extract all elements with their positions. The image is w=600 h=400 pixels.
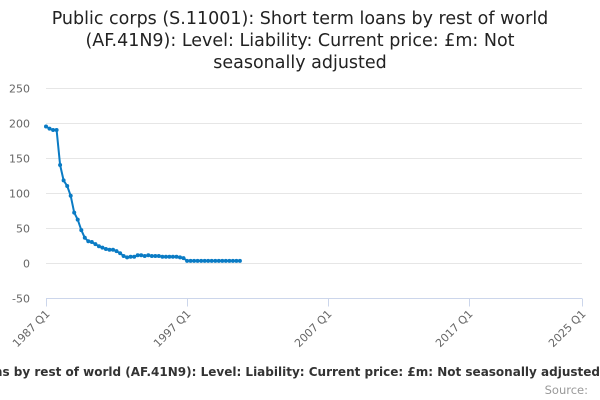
data-point	[202, 258, 207, 263]
chart-title-line: (AF.41N9): Level: Liability: Current pri…	[85, 31, 515, 51]
x-tick-label: 2017 Q1	[433, 307, 476, 350]
data-point	[86, 239, 91, 244]
data-point	[125, 255, 130, 260]
y-tick-label: 50	[16, 223, 30, 236]
y-tick-label: 0	[23, 258, 30, 271]
data-point	[75, 217, 80, 222]
source-credit: Source:	[544, 383, 588, 397]
data-point	[188, 258, 193, 263]
y-tick-label: 250	[9, 83, 30, 96]
data-point	[170, 254, 175, 259]
data-point	[96, 244, 101, 249]
chart-title-line: seasonally adjusted	[213, 53, 387, 73]
data-point	[192, 258, 197, 263]
data-point	[146, 253, 151, 258]
data-point	[167, 254, 172, 259]
data-point	[54, 128, 59, 132]
data-point	[47, 126, 52, 131]
data-point	[163, 254, 168, 259]
y-tick-label: 150	[9, 153, 30, 166]
data-point	[213, 258, 218, 263]
data-point	[121, 254, 126, 258]
x-axis: 1987 Q1 1997 Q1 2007 Q1 2017 Q1 2025 Q1	[10, 298, 589, 350]
data-point	[185, 258, 190, 263]
data-point	[135, 253, 140, 258]
data-point	[114, 249, 119, 254]
chart-title-line: Public corps (S.11001): Short term loans…	[51, 9, 549, 29]
data-point	[209, 258, 214, 263]
data-point	[118, 251, 123, 256]
data-point	[111, 247, 115, 252]
data-point	[234, 258, 239, 263]
y-tick-label: 100	[9, 188, 30, 201]
data-point	[178, 255, 182, 260]
data-point	[237, 258, 242, 263]
data-point	[79, 228, 84, 233]
data-point	[206, 258, 211, 263]
y-tick-label: -50	[12, 293, 30, 306]
data-point	[68, 193, 73, 198]
data-point	[160, 254, 165, 259]
data-point	[220, 258, 225, 263]
x-tick-label: 1997 Q1	[151, 307, 194, 350]
data-point	[44, 124, 48, 129]
data-point	[230, 258, 235, 263]
data-point	[65, 184, 70, 188]
data-point	[132, 254, 137, 259]
data-point	[156, 254, 161, 258]
data-point	[128, 254, 133, 259]
legend[interactable]: Public corps (S.11001): Short term loans…	[0, 365, 600, 383]
data-point	[199, 258, 204, 263]
data-point	[181, 256, 186, 261]
data-point	[89, 240, 94, 244]
data-point	[223, 258, 228, 263]
data-point	[153, 254, 158, 258]
data-point	[58, 163, 63, 167]
legend-item[interactable]: Public corps (S.11001): Short term loans…	[0, 365, 600, 379]
data-point	[195, 258, 200, 263]
gridlines	[46, 88, 582, 299]
data-point	[107, 247, 112, 252]
y-axis: -50 0 50 100 150 200 250	[9, 83, 30, 306]
data-point	[227, 258, 232, 263]
x-tick-label: 2007 Q1	[292, 307, 335, 350]
data-point	[174, 254, 179, 259]
data-point	[82, 235, 87, 240]
chart-title: Public corps (S.11001): Short term loans…	[0, 8, 600, 74]
x-tick-label: 1987 Q1	[10, 307, 53, 350]
data-point	[100, 245, 105, 250]
data-point	[72, 210, 77, 215]
data-point	[216, 258, 221, 263]
data-point	[51, 128, 56, 132]
data-point	[93, 242, 98, 247]
y-tick-label: 200	[9, 118, 30, 131]
series-layer	[44, 124, 242, 263]
data-point	[149, 254, 154, 258]
data-point	[142, 254, 147, 258]
data-point	[61, 178, 66, 183]
data-point	[139, 253, 144, 258]
x-tick-label: 2025 Q1	[546, 307, 589, 350]
data-point	[103, 247, 108, 251]
